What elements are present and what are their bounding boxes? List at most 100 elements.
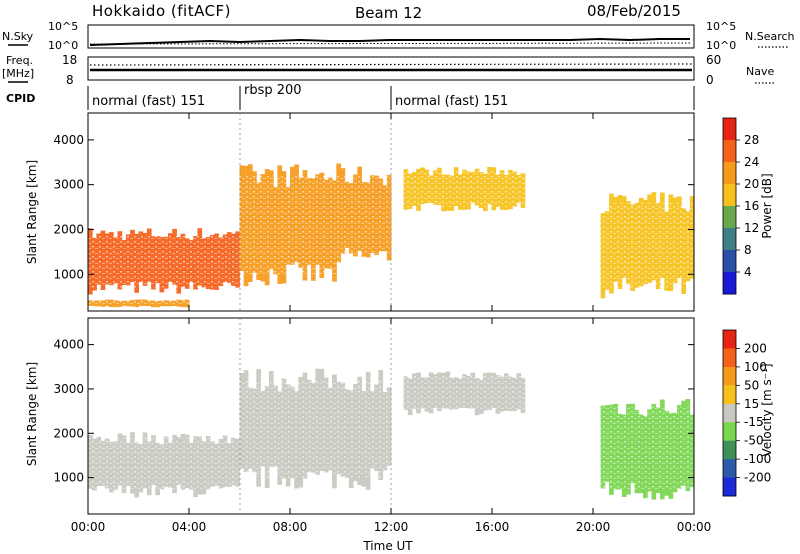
- colorbar-tick-label: 20: [744, 177, 759, 191]
- x-tick-label: 00:00: [677, 520, 712, 534]
- colorbar-block: [723, 440, 736, 460]
- velocity-y-axis: 1000 2000 3000 4000: [53, 338, 694, 485]
- echo-region: [88, 228, 240, 295]
- x-tick-label: 12:00: [374, 520, 409, 534]
- beam-title: Beam 12: [355, 4, 422, 22]
- colorbar-tick-label: 15: [744, 397, 759, 411]
- date-title: 08/Feb/2015: [587, 2, 681, 20]
- colorbar-block: [723, 385, 736, 405]
- echo-texture: [239, 175, 341, 275]
- colorbar-tick-label: 24: [744, 155, 759, 169]
- colorbar-tick-label: -200: [744, 471, 771, 485]
- echo-region: [340, 166, 392, 261]
- echo-texture: [403, 171, 525, 208]
- colorbar-tick-label: 12: [744, 221, 759, 235]
- colorbar-block: [723, 477, 736, 497]
- x-tick-label: 08:00: [273, 520, 308, 534]
- echo-region: [600, 192, 695, 299]
- echo-texture: [88, 300, 189, 307]
- colorbar-block: [723, 348, 736, 368]
- nave-tick-low: 0: [706, 73, 714, 87]
- velocity-colorbar: 200 100 50 15 -15 -50 -100 -200 Velocity [m s⁻¹…: [722, 329, 774, 497]
- echo-texture: [239, 380, 391, 478]
- colorbar-block: [723, 403, 736, 423]
- power-y-axis: 1000 2000 3000 4000: [53, 113, 695, 311]
- colorbar-block: [723, 228, 736, 251]
- noise-tick-left-low: 10^0: [48, 39, 78, 52]
- cpid-segment-2: normal (fast) 151: [395, 94, 508, 109]
- nsearch-trace: [89, 42, 691, 45]
- freq-panel: Freq. [MHz] 18 8 60 0 Nave: [2, 53, 775, 87]
- colorbar-tick-label: 4: [744, 265, 752, 279]
- colorbar-tick-label: 8: [744, 243, 752, 257]
- echo-region: [600, 399, 695, 500]
- time-xlabel: Time UT: [362, 539, 413, 553]
- time-x-axis: 00:00 04:00 08:00 12:00 16:00 20:00 00:00: [71, 318, 712, 534]
- y-tick-label: 1000: [53, 471, 84, 485]
- station-title: Hokkaido (fitACF): [92, 2, 231, 20]
- colorbar-tick-label: 16: [744, 199, 759, 213]
- power-colorbar: 4 8 12 16 20 24 28 Power [dB]: [722, 117, 774, 295]
- freq-tick-high: 18: [62, 53, 77, 67]
- velocity-echo-layer: [88, 368, 695, 500]
- colorbar-block: [723, 140, 736, 163]
- colorbar-block: [723, 206, 736, 229]
- nave-label: Nave: [746, 65, 774, 78]
- power-colorbar-ticks: 4 8 12 16 20 24 28: [736, 133, 759, 279]
- x-tick-label: 20:00: [576, 520, 611, 534]
- power-ylabel: Slant Range [km]: [25, 160, 39, 264]
- velocity-colorbar-ticks: 200 100 50 15 -15 -50 -100 -200: [736, 341, 771, 485]
- y-tick-label: 1000: [53, 267, 84, 281]
- freq-tick-low: 8: [66, 73, 74, 87]
- colorbar-block: [723, 184, 736, 207]
- echo-region: [403, 167, 526, 212]
- colorbar-tick-label: 200: [744, 341, 767, 355]
- colorbar-block: [723, 250, 736, 273]
- power-colorbar-label: Power [dB]: [760, 173, 774, 238]
- velocity-ylabel: Slant Range [km]: [25, 362, 39, 466]
- colorbar-block: [723, 330, 736, 349]
- colorbar-block: [723, 118, 736, 141]
- y-tick-label: 4000: [53, 338, 84, 352]
- nsky-trace: [89, 37, 690, 46]
- nsky-label: N.Sky: [2, 30, 34, 43]
- noise-tick-left-high: 10^5: [48, 20, 78, 33]
- freq-unit: [MHz]: [2, 67, 34, 80]
- cpid-segment-0: normal (fast) 151: [92, 94, 205, 109]
- noise-tick-right-high: 10^5: [706, 20, 736, 33]
- echo-region: [88, 299, 190, 308]
- x-tick-label: 00:00: [71, 520, 106, 534]
- nsearch-label: N.Search: [745, 30, 795, 43]
- cpid-label: CPID: [6, 92, 35, 105]
- colorbar-block: [723, 366, 736, 386]
- velocity-colorbar-blocks: [723, 330, 736, 497]
- colorbar-tick-label: -50: [744, 434, 764, 448]
- power-colorbar-blocks: [723, 118, 736, 295]
- colorbar-tick-label: 28: [744, 133, 759, 147]
- y-tick-label: 2000: [53, 222, 84, 236]
- echo-texture: [600, 406, 694, 491]
- x-tick-label: 04:00: [172, 520, 207, 534]
- echo-texture: [403, 375, 525, 412]
- colorbar-block: [723, 422, 736, 442]
- noise-tick-right-low: 10^0: [706, 39, 736, 52]
- nave-tick-high: 60: [706, 53, 721, 67]
- nave-trace: [89, 63, 693, 66]
- power-panel: 1000 2000 3000 4000 Slant Range [km]: [25, 112, 695, 312]
- echo-texture: [600, 202, 694, 288]
- colorbar-block: [723, 272, 736, 295]
- echo-texture: [340, 175, 391, 257]
- y-tick-label: 3000: [53, 382, 84, 396]
- velocity-panel: 1000 2000 3000 4000 00:00 04:00 08:00 12:00 16:…: [25, 317, 712, 553]
- echo-region: [239, 368, 392, 490]
- echo-region: [239, 163, 341, 287]
- y-tick-label: 3000: [53, 178, 84, 192]
- colorbar-tick-label: -15: [744, 415, 764, 429]
- colorbar-tick-label: 50: [744, 378, 759, 392]
- freq-label: Freq.: [6, 54, 33, 67]
- cpid-segment-1: rbsp 200: [244, 83, 302, 98]
- echo-region: [88, 432, 240, 498]
- power-echo-layer: [88, 163, 695, 308]
- echo-texture: [88, 233, 240, 288]
